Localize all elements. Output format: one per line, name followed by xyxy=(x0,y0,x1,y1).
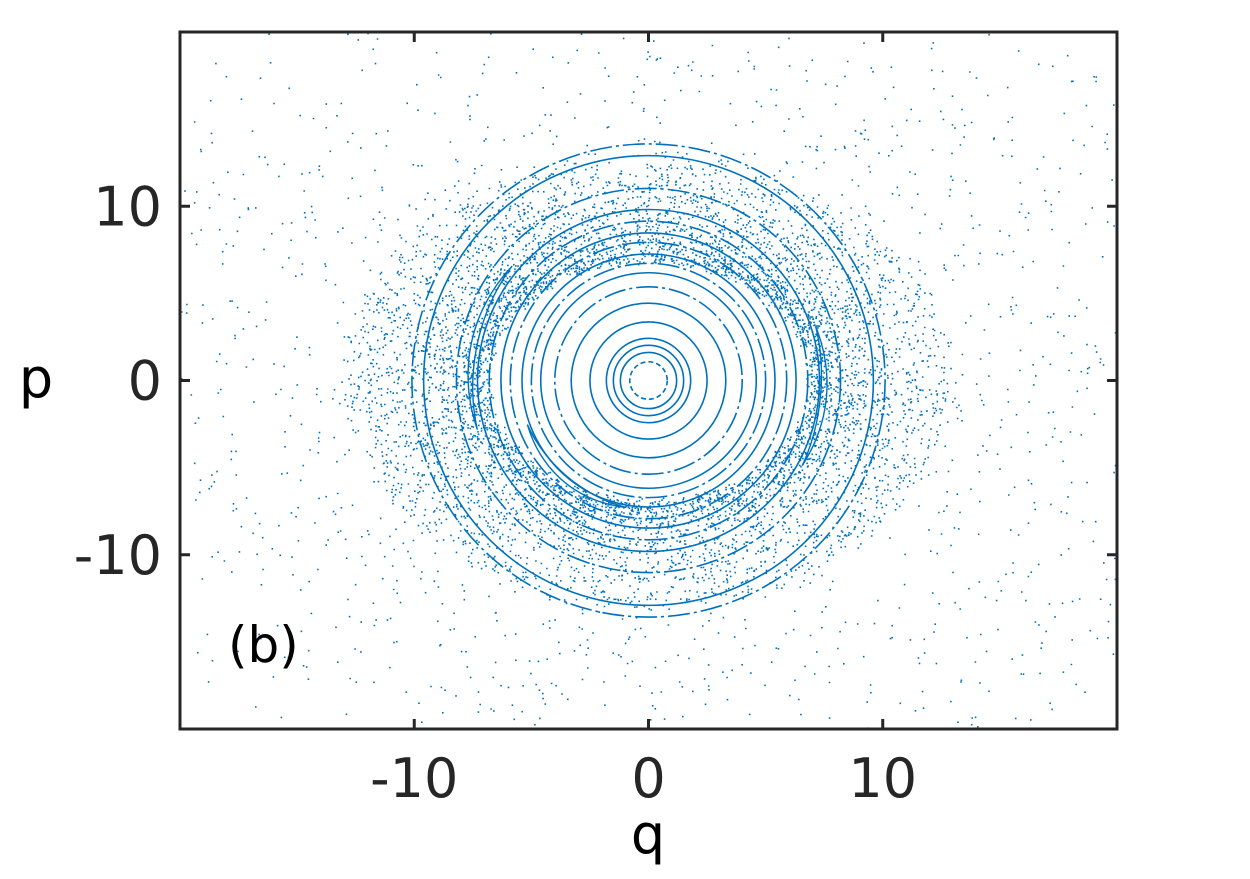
invariant-curve-0 xyxy=(628,360,669,401)
invariant-curve-16 xyxy=(411,143,886,618)
invariant-curve-7 xyxy=(539,271,758,490)
invariant-curve-15 xyxy=(422,154,875,607)
x-axis-label: q xyxy=(631,803,665,866)
invariant-curve-3 xyxy=(605,337,692,424)
invariant-curve-1 xyxy=(619,351,678,410)
invariant-curve-5 xyxy=(570,302,727,459)
scatter-layer xyxy=(180,32,1117,729)
invariant-curve-11 xyxy=(500,232,797,529)
chaotic-sea-points xyxy=(180,32,1117,729)
x-tick-label: 0 xyxy=(631,747,665,810)
y-axis-label: p xyxy=(19,347,53,410)
invariant-curve-10 xyxy=(509,241,788,520)
invariant-curve-9 xyxy=(521,253,776,508)
invariant-curve-8 xyxy=(530,262,767,499)
y-tick-label: 10 xyxy=(93,175,162,238)
island-chain-0 xyxy=(467,265,513,430)
invariant-curve-14 xyxy=(455,187,842,574)
island-chain-1 xyxy=(801,325,828,467)
invariant-curve-4 xyxy=(589,321,708,440)
invariant-curve-12 xyxy=(488,220,809,541)
invariant-curve-2 xyxy=(612,344,685,417)
x-tick-label: -10 xyxy=(370,747,458,810)
island-chain-2 xyxy=(526,424,627,509)
y-tick-label: 0 xyxy=(128,350,162,413)
y-tick-label: -10 xyxy=(74,524,162,587)
invariant-curve-6 xyxy=(553,285,743,475)
plot-frame xyxy=(178,30,1119,731)
invariant-curves-layer xyxy=(411,143,886,618)
x-tick-label: 10 xyxy=(848,747,917,810)
invariant-curve-13 xyxy=(476,208,821,553)
ticks-layer: -10 0 10 -10 0 10 xyxy=(74,32,1117,810)
panel-label: (b) xyxy=(228,616,299,674)
